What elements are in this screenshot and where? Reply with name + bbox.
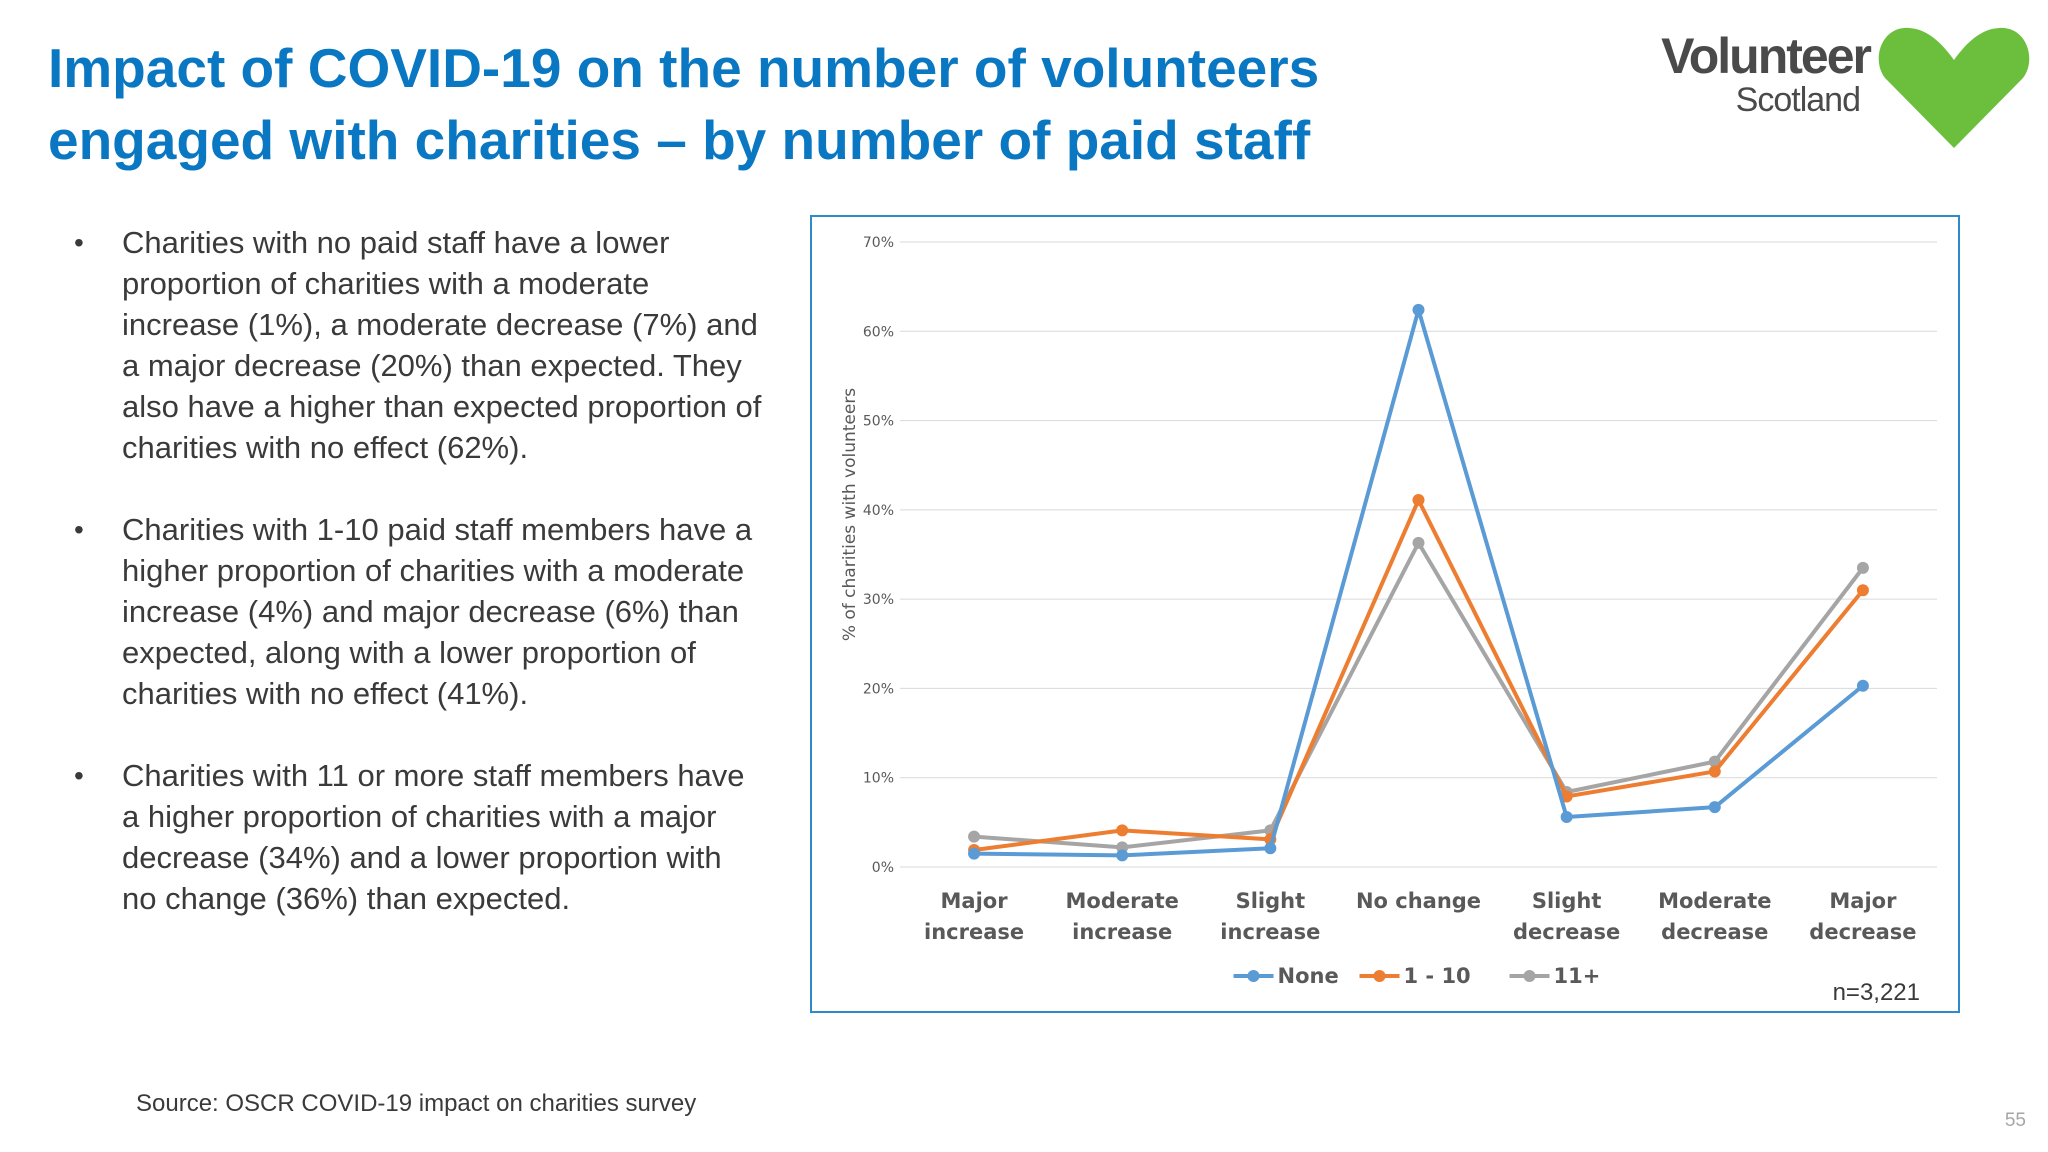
y-tick-label: 40%: [863, 503, 894, 519]
page-number: 55: [2004, 1110, 2026, 1131]
x-tick-label: increase: [924, 920, 1024, 944]
data-point: [1412, 494, 1425, 507]
y-tick-label: 0%: [872, 860, 894, 876]
y-tick-label: 30%: [863, 592, 894, 608]
legend-label: None: [1278, 964, 1339, 988]
y-tick-label: 60%: [863, 324, 894, 340]
bullet-text: Charities with 1-10 paid staff members h…: [122, 512, 753, 711]
x-tick-label: Moderate: [1066, 889, 1179, 913]
bullet-text: Charities with no paid staff have a lowe…: [122, 225, 762, 465]
data-point: [1116, 849, 1129, 862]
sample-size-note: n=3,221: [1832, 979, 1920, 1006]
legend-marker: [1247, 970, 1260, 982]
data-point: [1264, 842, 1277, 855]
data-point: [1856, 584, 1869, 597]
bullet-dot-icon: •: [74, 514, 84, 545]
bullet-dot-icon: •: [74, 760, 84, 791]
y-tick-label: 10%: [863, 771, 894, 787]
series-line-11+: [973, 540, 1865, 850]
line-chart: 0% 10% 20% 30% 40% 50% 60% 70% % of charities wi…: [840, 235, 1937, 988]
y-tick-label: 50%: [863, 414, 894, 430]
slide-title-line1: Impact of COVID-19 on the number of volu…: [48, 37, 1320, 99]
legend-label: 11+: [1554, 964, 1601, 988]
x-tick-label: No change: [1356, 889, 1481, 913]
x-tick-label: decrease: [1513, 920, 1620, 944]
data-point: [968, 830, 981, 843]
x-tick-label: Slight: [1236, 889, 1306, 913]
data-point: [1412, 536, 1425, 549]
legend-marker: [1373, 970, 1386, 982]
x-tick-label: decrease: [1661, 920, 1768, 944]
x-tick-label: Major: [1829, 889, 1897, 913]
slide-title: Impact of COVID-19 on the number of volu…: [48, 32, 1588, 176]
logo-subtitle: Scotland: [1735, 81, 1861, 119]
legend-label: 1 - 10: [1404, 964, 1471, 988]
bullet-dot-icon: •: [74, 227, 84, 258]
y-tick-label: 20%: [863, 681, 894, 697]
logo-wordmark: Volunteer: [1661, 28, 1872, 84]
bullet-item: • Charities with 11 or more staff members…: [72, 755, 762, 919]
bullet-item: • Charities with no paid staff have a low…: [72, 222, 762, 468]
data-point: [1412, 303, 1425, 316]
data-point: [1116, 824, 1129, 837]
x-tick-label: Moderate: [1658, 889, 1771, 913]
chart-frame: 0% 10% 20% 30% 40% 50% 60% 70% % of charities wi…: [810, 215, 1960, 1013]
bullet-list: • Charities with no paid staff have a low…: [72, 222, 762, 960]
data-point: [1856, 561, 1869, 574]
series-line-None: [974, 307, 1865, 858]
x-tick-label: Major: [941, 889, 1009, 913]
data-point: [1708, 801, 1721, 814]
data-point: [1856, 679, 1869, 692]
bullet-text: Charities with 11 or more staff members …: [122, 758, 745, 916]
legend-marker: [1523, 970, 1536, 982]
y-tick-label: 70%: [863, 235, 894, 251]
source-note: Source: OSCR COVID-19 impact on charitie…: [136, 1090, 697, 1117]
heart-icon: [1878, 27, 2030, 149]
y-axis-title: % of charities with volunteers: [840, 388, 860, 641]
slide-title-line2: engaged with charities – by number of pa…: [48, 109, 1311, 171]
data-point: [1560, 811, 1573, 823]
x-tick-label: decrease: [1809, 920, 1916, 944]
bullet-item: • Charities with 1-10 paid staff members …: [72, 509, 762, 714]
x-tick-label: increase: [1072, 920, 1172, 944]
x-tick-label: increase: [1220, 920, 1320, 944]
data-point: [968, 847, 981, 860]
data-point: [1708, 765, 1721, 778]
data-point: [1560, 790, 1573, 803]
volunteer-scotland-logo: Volunteer Scotland: [1655, 20, 2035, 155]
x-tick-label: Slight: [1532, 889, 1602, 913]
